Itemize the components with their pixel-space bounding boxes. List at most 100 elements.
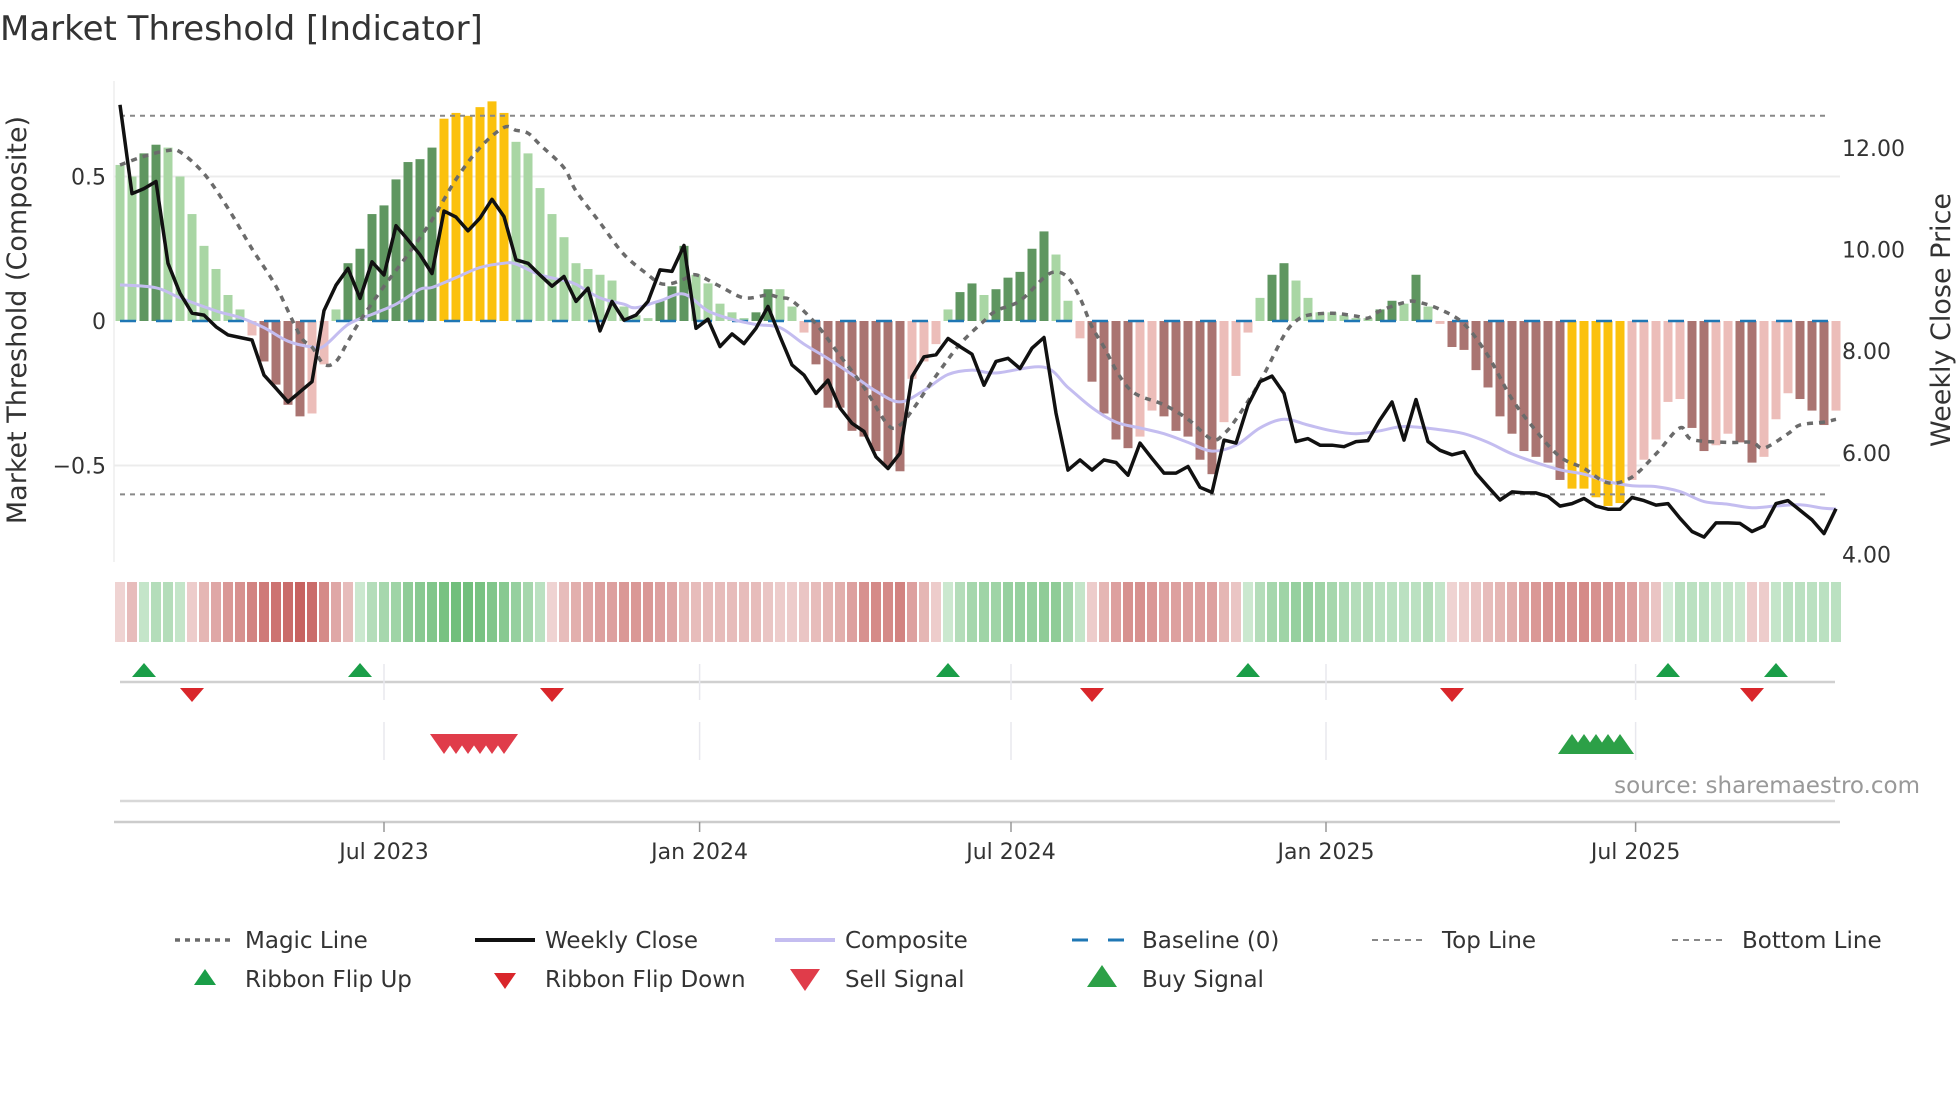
composite-bar <box>1759 321 1769 457</box>
composite-bar <box>883 321 893 466</box>
ribbon-cell <box>1435 582 1445 642</box>
composite-bar <box>1207 321 1217 475</box>
composite-bar <box>1675 321 1685 400</box>
buy-legend-icon <box>1087 965 1117 987</box>
composite-bar <box>871 321 881 452</box>
ribbon-cell <box>811 582 821 642</box>
buy-signal-marker <box>1606 734 1634 754</box>
ribbon-cell <box>1099 582 1109 642</box>
ribbon-cell <box>847 582 857 642</box>
axes: 0.5 0 −0.5 12.00 10.00 8.00 6.00 4.00 Jul 2023 Ja… <box>53 137 1905 865</box>
composite-bar <box>1579 321 1589 489</box>
composite-bar <box>1243 321 1253 333</box>
ribbon-cell <box>535 582 545 642</box>
composite-bar <box>859 321 869 437</box>
composite-bar <box>1819 321 1829 426</box>
composite-bar <box>487 101 497 321</box>
buy-legend-label: Buy Signal <box>1142 967 1264 993</box>
composite-bar <box>307 321 317 414</box>
ribbon-cell <box>1651 582 1661 642</box>
ribbon-cell <box>1171 582 1181 642</box>
composite-bar <box>1111 321 1121 440</box>
composite-bar <box>355 248 365 321</box>
composite-bar <box>715 303 725 321</box>
ribbon-cell <box>499 582 509 642</box>
ribbon-cell <box>763 582 773 642</box>
ribbon-cell <box>403 582 413 642</box>
composite-bar <box>187 214 197 321</box>
composite-bar <box>463 115 473 321</box>
composite-bar <box>151 144 161 321</box>
ribbon-cell <box>1387 582 1397 642</box>
ribbon-cell <box>1483 582 1493 642</box>
ribbon-flip-up-marker <box>348 663 372 677</box>
ribbon-flip-down-marker <box>1080 688 1104 702</box>
composite-legend-label: Composite <box>845 928 968 954</box>
ribbon-cell <box>1747 582 1757 642</box>
close-legend-label: Weekly Close <box>545 928 698 954</box>
flipdown-legend-label: Ribbon Flip Down <box>545 967 746 993</box>
ribbon-cell <box>1243 582 1253 642</box>
composite-bar <box>271 321 281 385</box>
sell-legend-label: Sell Signal <box>845 967 965 993</box>
ribbon-cell <box>559 582 569 642</box>
ribbon-cell <box>1819 582 1829 642</box>
right-tick-label: 6.00 <box>1842 442 1891 467</box>
ribbon-cell <box>943 582 953 642</box>
composite-bar <box>967 283 977 321</box>
composite-bar <box>1291 280 1301 321</box>
composite-bar <box>247 321 257 336</box>
composite-bar <box>163 147 173 321</box>
ribbon-cell <box>619 582 629 642</box>
right-tick-label: 4.00 <box>1842 543 1891 568</box>
ribbon-cell <box>235 582 245 642</box>
ribbon-cell <box>1231 582 1241 642</box>
composite-bar <box>583 268 593 321</box>
ribbon-flip-down-marker <box>1440 688 1464 702</box>
composite-bar <box>1255 297 1265 321</box>
composite-bar <box>1327 312 1337 321</box>
composite-bar <box>1231 321 1241 376</box>
composite-bar <box>739 318 749 321</box>
ribbon-cell <box>1339 582 1349 642</box>
ribbon-cell <box>1555 582 1565 642</box>
composite-bar <box>799 321 809 333</box>
sell-legend-icon <box>790 969 820 991</box>
composite-bar <box>1663 321 1673 402</box>
ribbon-cell <box>991 582 1001 642</box>
grid <box>113 81 1840 562</box>
ribbon-cell <box>835 582 845 642</box>
composite-bar <box>1099 321 1109 414</box>
magic-line <box>119 124 1837 485</box>
ribbon-cell <box>1159 582 1169 642</box>
ribbon-cell <box>631 582 641 642</box>
composite-bar <box>775 289 785 321</box>
ribbon-cell <box>1315 582 1325 642</box>
composite-bar <box>115 164 125 321</box>
ribbon-cell <box>271 582 281 642</box>
ribbon-cell <box>1411 582 1421 642</box>
ribbon-cell <box>1219 582 1229 642</box>
ribbon-cell <box>187 582 197 642</box>
composite-bar <box>1699 321 1709 452</box>
composite-bar <box>235 309 245 321</box>
composite-bar <box>475 107 485 321</box>
composite-bar <box>991 289 1001 321</box>
ribbon-cell <box>1579 582 1589 642</box>
composite-bar <box>1015 271 1025 321</box>
ribbon-cell <box>151 582 161 642</box>
composite-bar <box>1135 321 1145 437</box>
composite-bar <box>511 141 521 321</box>
left-axis-title: Market Threshold (Composite) <box>2 116 33 524</box>
ribbon-cell <box>799 582 809 642</box>
ribbon-cell <box>667 582 677 642</box>
ribbon-flip-down-marker <box>180 688 204 702</box>
composite-bar <box>427 147 437 321</box>
left-tick-label: −0.5 <box>53 455 106 480</box>
composite-bar <box>1639 321 1649 460</box>
ribbon-cell <box>775 582 785 642</box>
source-note: source: sharemaestro.com <box>1614 773 1920 799</box>
composite-bar <box>1279 263 1289 321</box>
ribbon-cell <box>1051 582 1061 642</box>
ribbon-cell <box>199 582 209 642</box>
